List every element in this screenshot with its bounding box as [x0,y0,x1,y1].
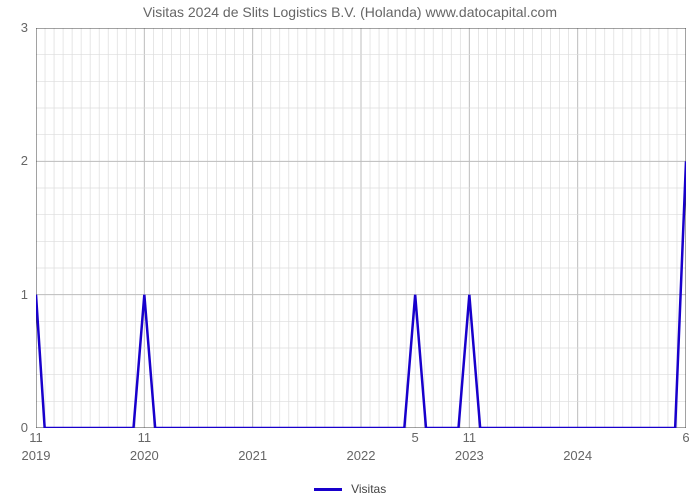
y-tick-label: 1 [0,287,28,302]
legend-label: Visitas [351,482,386,496]
x-tick-label: 2019 [6,448,66,463]
plot-area [36,28,686,428]
peak-value-label: 5 [412,430,419,445]
legend: Visitas [0,482,700,496]
y-tick-label: 0 [0,420,28,435]
chart-title: Visitas 2024 de Slits Logistics B.V. (Ho… [0,4,700,20]
x-tick-label: 2022 [331,448,391,463]
x-tick-label: 2020 [114,448,174,463]
x-tick-label: 2024 [548,448,608,463]
chart-container: Visitas 2024 de Slits Logistics B.V. (Ho… [0,0,700,500]
y-tick-label: 2 [0,153,28,168]
x-tick-label: 2021 [223,448,283,463]
peak-value-label: 6 [682,430,689,445]
y-tick-label: 3 [0,20,28,35]
peak-value-label: 11 [463,430,477,445]
peak-value-label: 11 [29,430,43,445]
x-tick-label: 2023 [439,448,499,463]
peak-value-label: 11 [138,430,152,445]
legend-swatch [314,488,342,491]
